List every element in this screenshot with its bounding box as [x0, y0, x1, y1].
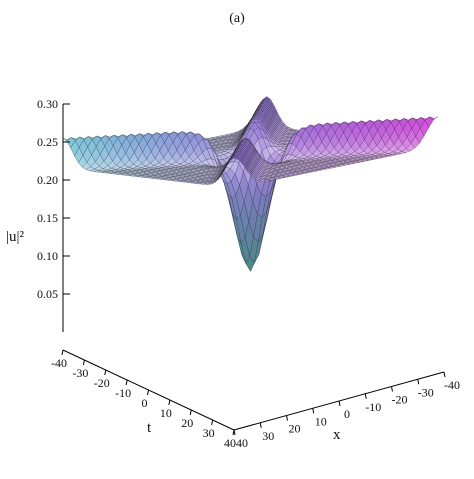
- t-ticks: -40 -30 -20 -10 0 10 20 30 40: [51, 349, 236, 450]
- t-tick-label: 40: [224, 436, 236, 450]
- x-tick-mark: [391, 386, 393, 392]
- t-tick-mark: [125, 379, 128, 386]
- x-tick-mark: [443, 371, 446, 378]
- x-tick-mark: [338, 400, 341, 407]
- x-tick-label: 10: [315, 414, 327, 428]
- t-tick-mark: [82, 359, 85, 366]
- x-tick-mark: [259, 422, 262, 428]
- surface-cell: [229, 156, 239, 161]
- t-tick-label: -20: [94, 376, 110, 390]
- panel-label: (a): [229, 11, 245, 26]
- x-tick-label: -40: [444, 378, 460, 392]
- x-tick-label: 30: [262, 429, 274, 443]
- x-tick-label: 20: [289, 422, 301, 436]
- x-tick-mark: [417, 379, 420, 385]
- t-tick-mark: [211, 419, 214, 426]
- z-tick-label: 0.20: [37, 173, 58, 187]
- t-tick-mark: [104, 369, 107, 376]
- t-tick-mark: [61, 349, 64, 356]
- x-tick-label: -30: [418, 385, 434, 399]
- t-tick-mark: [189, 409, 192, 416]
- t-tick-label: 10: [160, 406, 172, 420]
- z-tick-label: 0.30: [37, 97, 58, 111]
- t-tick-mark: [147, 389, 149, 396]
- z-ticks: 0.05 0.10 0.15 0.20 0.25 0.30: [37, 97, 70, 301]
- z-axis: 0.05 0.10 0.15 0.20 0.25 0.30 |u|²: [6, 97, 70, 332]
- x-tick-mark: [286, 415, 288, 421]
- x-ticks: 40 30 20 10 0 -10 -20 -30 -40: [233, 371, 460, 450]
- t-tick-label: 30: [203, 426, 215, 440]
- x-tick-mark: [312, 408, 315, 414]
- t-tick-label: 0: [142, 396, 148, 410]
- x-axis-title: x: [333, 427, 341, 443]
- x-tick-label: 40: [236, 436, 248, 450]
- t-tick-label: -40: [51, 356, 67, 370]
- surface-mesh: [62, 96, 439, 272]
- t-axis: -40 -30 -20 -10 0 10 20 30 40 t: [51, 349, 236, 450]
- z-tick-label: 0.25: [37, 135, 58, 149]
- z-tick-label: 0.10: [37, 249, 58, 263]
- x-tick-mark: [364, 393, 367, 399]
- x-tick-label: -20: [392, 393, 408, 407]
- t-tick-label: 20: [181, 416, 193, 430]
- z-axis-title: |u|²: [6, 229, 25, 245]
- t-axis-title: t: [147, 420, 152, 436]
- t-tick-label: -10: [115, 386, 131, 400]
- t-tick-label: -30: [72, 366, 88, 380]
- t-tick-mark: [168, 399, 171, 406]
- z-tick-label: 0.05: [37, 287, 58, 301]
- x-tick-mark: [233, 429, 236, 436]
- x-tick-label: -10: [365, 400, 381, 414]
- x-tick-label: 0: [344, 407, 350, 421]
- z-tick-label: 0.15: [37, 211, 58, 225]
- x-axis: 40 30 20 10 0 -10 -20 -30 -40 x: [233, 371, 460, 450]
